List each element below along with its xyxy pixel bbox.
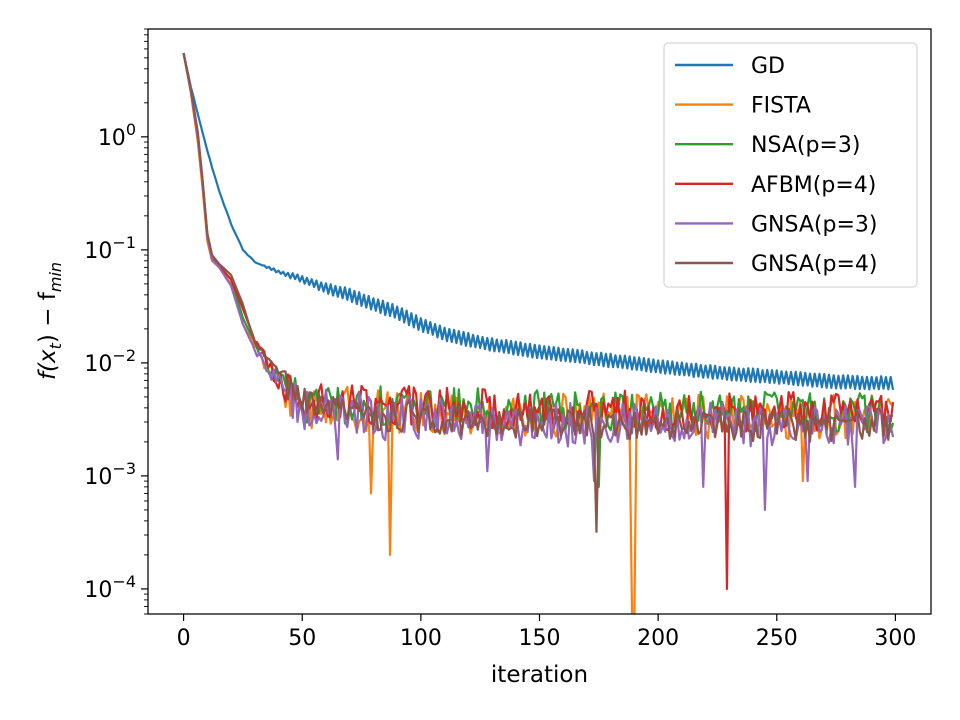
y-axis-label-mid: ) − f — [35, 291, 61, 343]
x-axis-label: iteration — [491, 662, 588, 688]
x-tick-label: 50 — [288, 626, 316, 651]
x-axis-ticks: 0 50 100 150 200 250 300 — [177, 614, 916, 651]
legend-label: NSA(p=3) — [751, 133, 860, 158]
y-tick-label: 10−1 — [84, 233, 136, 264]
legend-label: GNSA(p=3) — [751, 212, 878, 237]
x-tick-label: 100 — [400, 626, 442, 651]
series-line-gnsa-p-4 — [182, 52, 894, 533]
x-tick-label: 150 — [519, 626, 561, 651]
x-tick-label: 250 — [756, 626, 798, 651]
y-axis-label-f: f(x — [35, 349, 61, 380]
legend-label: GD — [751, 54, 785, 79]
x-tick-label: 200 — [637, 626, 679, 651]
series-line-gnsa-p-3 — [182, 52, 895, 512]
y-tick-label: 10−4 — [84, 572, 136, 603]
legend-box — [663, 42, 918, 288]
y-axis-label-sub-t: t — [46, 342, 65, 349]
y-axis-ticks: 10−4 10−3 10−2 10−1 100 — [84, 28, 148, 615]
series-layer — [182, 52, 895, 614]
y-axis-label: f(xt) − fmin — [35, 262, 65, 380]
y-tick-label: 100 — [98, 120, 136, 151]
legend-items: GD FISTA NSA(p=3) AFBM(p=4) GNSA(p=3) GNSA(p=… — [675, 54, 878, 277]
x-tick-label: 300 — [874, 626, 916, 651]
legend-label: AFBM(p=4) — [751, 173, 876, 198]
y-axis-label-sub-min: min — [46, 262, 65, 292]
y-tick-label: 10−3 — [84, 459, 136, 490]
legend-label: GNSA(p=4) — [751, 252, 878, 277]
x-tick-label: 0 — [177, 626, 191, 651]
series-line-gd — [182, 52, 895, 391]
y-tick-label: 10−2 — [84, 346, 136, 377]
legend-label: FISTA — [751, 94, 811, 119]
legend: GD FISTA NSA(p=3) AFBM(p=4) GNSA(p=3) GNSA(p=… — [663, 42, 918, 288]
